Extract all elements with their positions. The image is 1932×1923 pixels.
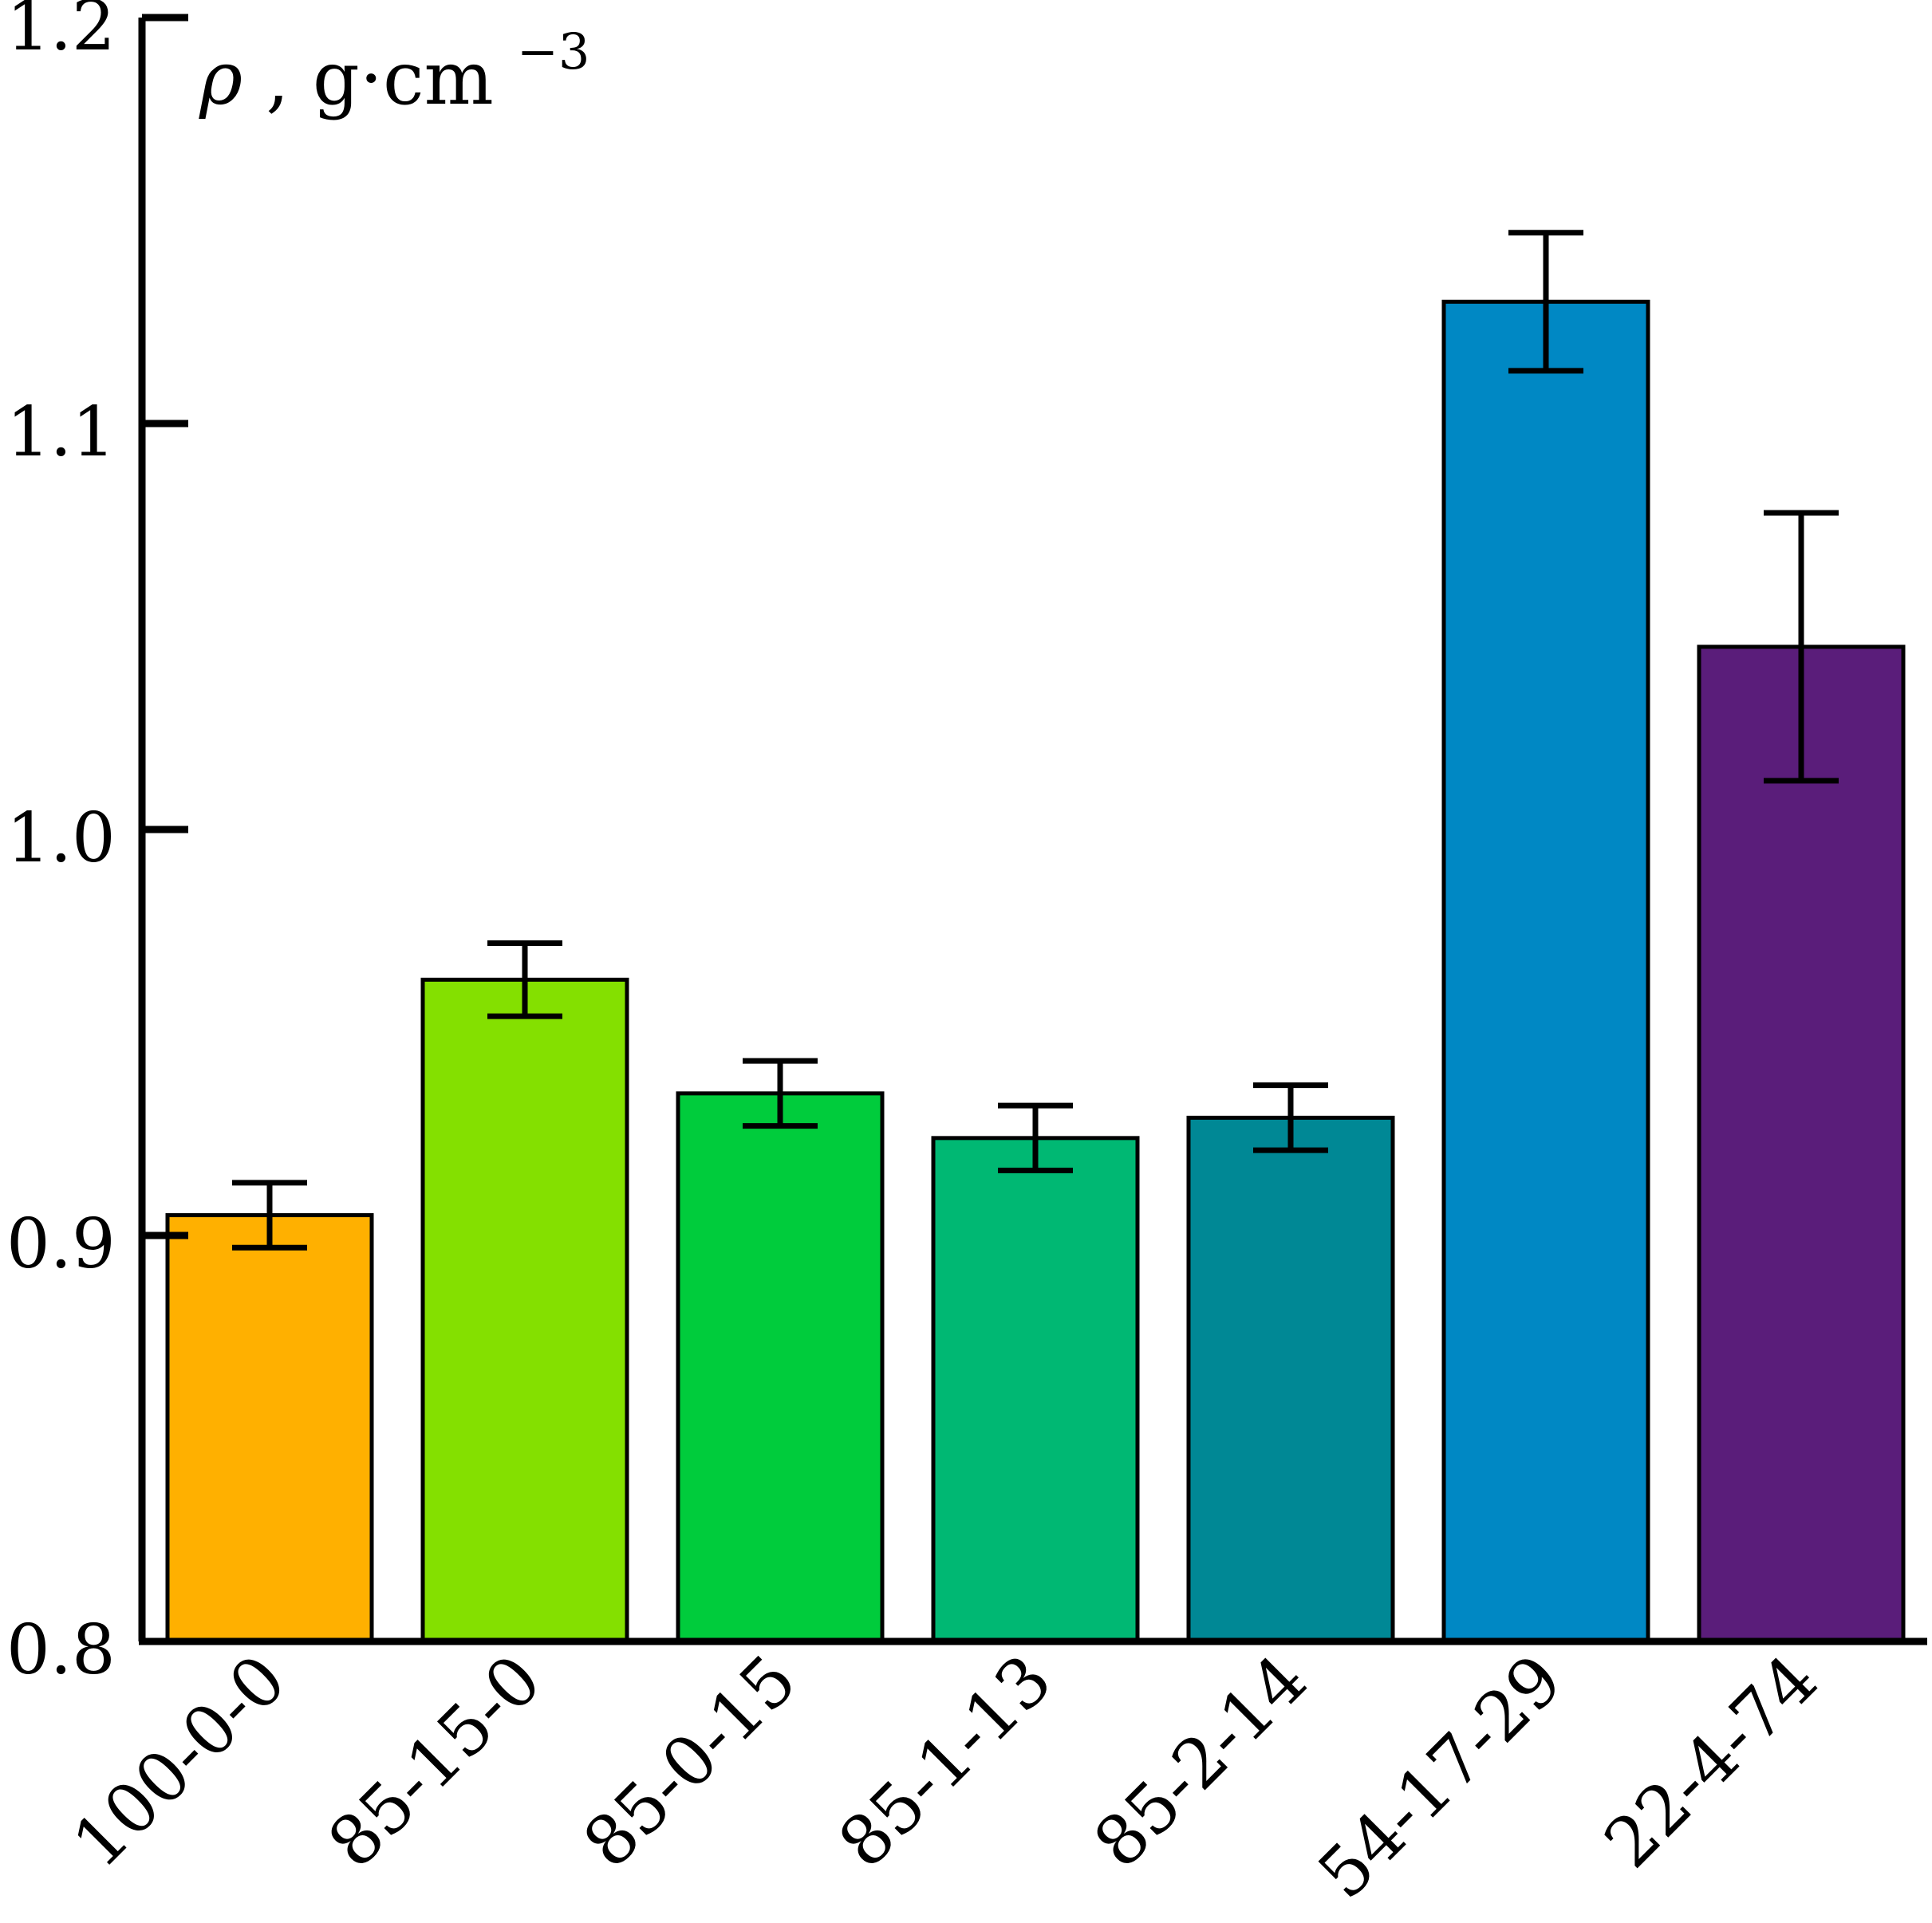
- error-bar-100-0-0: [232, 1180, 307, 1251]
- y-axis-separator: ,: [266, 36, 313, 121]
- error-bar-85-15-0: [487, 940, 562, 1019]
- error-bar-22-4-74: [1764, 510, 1839, 784]
- x-tick-label: 85-1-13: [824, 1640, 1067, 1883]
- y-tick-label: 1.0: [6, 798, 116, 878]
- bar-54-17-29: [1441, 299, 1650, 1644]
- error-bar-85-2-14: [1253, 1082, 1328, 1153]
- y-tick-label: 0.8: [6, 1610, 116, 1690]
- error-bars-layer: [232, 230, 1839, 1251]
- bar-85-15-0: [420, 977, 629, 1644]
- bar-85-1-13: [931, 1136, 1140, 1644]
- y-tick-label: 1.2: [6, 0, 116, 66]
- x-tick-label: 85-2-14: [1079, 1640, 1323, 1883]
- y-axis-label: ρ , g·cm −3: [199, 22, 589, 121]
- x-tick-label: 85-0-15: [569, 1640, 812, 1883]
- bar-22-4-74: [1697, 644, 1906, 1644]
- bar-85-2-14: [1186, 1115, 1395, 1644]
- y-tick-label: 1.1: [6, 392, 116, 472]
- y-ticks-layer: 0.8 0.9 1.0 1.1 1.2: [6, 0, 188, 1690]
- x-tick-label: 22-4-74: [1590, 1640, 1833, 1883]
- y-axis-exponent: −3: [517, 22, 589, 81]
- x-tick-labels-layer: 100-0-0 85-15-0 85-0-15 85-1-13 85-2-1454-17…: [58, 1640, 1833, 1914]
- y-tick-label: 0.9: [6, 1204, 116, 1284]
- bar-85-0-15: [676, 1091, 885, 1644]
- bar-100-0-0: [165, 1213, 374, 1644]
- y-axis-unit: g·cm: [313, 36, 494, 121]
- bars-layer: [165, 299, 1906, 1644]
- error-bar-85-0-15: [743, 1058, 818, 1129]
- x-tick-label: 54-17-29: [1303, 1640, 1578, 1914]
- y-axis-symbol: ρ: [199, 36, 242, 121]
- error-bar-85-1-13: [998, 1102, 1073, 1174]
- x-tick-label: 85-15-0: [313, 1640, 557, 1883]
- error-bar-54-17-29: [1508, 230, 1583, 374]
